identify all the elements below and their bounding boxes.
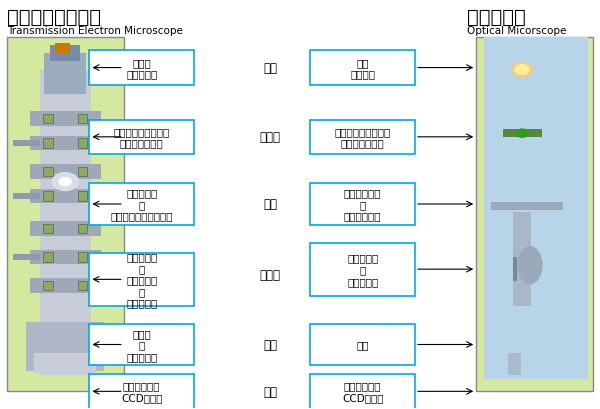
Text: 対物レンズ
＋
接眼レンズ: 対物レンズ ＋ 接眼レンズ [347, 253, 379, 286]
FancyBboxPatch shape [89, 120, 194, 155]
Bar [78, 252, 88, 262]
Bar [13, 254, 40, 261]
FancyBboxPatch shape [30, 136, 101, 151]
Bar [43, 139, 53, 148]
FancyBboxPatch shape [44, 54, 86, 95]
FancyBboxPatch shape [310, 51, 415, 85]
FancyBboxPatch shape [476, 38, 593, 391]
Text: 結像系: 結像系 [260, 268, 281, 281]
Bar [43, 281, 53, 291]
Bar [43, 224, 53, 234]
Text: 記録: 記録 [263, 385, 277, 398]
Bar [491, 202, 563, 211]
Text: 試料: 試料 [263, 198, 277, 211]
Text: 蛍光版
＋
拡大ルーペ: 蛍光版 ＋ 拡大ルーペ [126, 328, 157, 361]
Bar [78, 115, 88, 124]
Text: 照射系: 照射系 [260, 131, 281, 144]
Circle shape [52, 173, 79, 191]
Text: Transmission Electron Microscope: Transmission Electron Microscope [7, 26, 183, 36]
FancyBboxPatch shape [484, 38, 589, 379]
FancyBboxPatch shape [30, 222, 101, 236]
Text: 観察: 観察 [263, 338, 277, 351]
Text: コンデンサーレンズ
（集束レンズ）: コンデンサーレンズ （集束レンズ） [113, 127, 170, 148]
FancyBboxPatch shape [512, 213, 530, 306]
Text: 直視: 直視 [356, 339, 369, 350]
Text: 光学顕微鏡: 光学顕微鏡 [467, 7, 526, 27]
FancyBboxPatch shape [26, 322, 104, 371]
FancyBboxPatch shape [30, 165, 101, 179]
Text: コンデンサーレンズ
（集光レンズ）: コンデンサーレンズ （集光レンズ） [335, 127, 391, 148]
FancyBboxPatch shape [310, 243, 415, 296]
Text: 写真フィルム
CCDカメラ: 写真フィルム CCDカメラ [121, 381, 163, 402]
Bar [78, 281, 88, 291]
FancyBboxPatch shape [30, 250, 101, 265]
Text: 対物レンズ
＋
中間レンズ
＋
投射レンズ: 対物レンズ ＋ 中間レンズ ＋ 投射レンズ [126, 252, 157, 308]
FancyBboxPatch shape [89, 324, 194, 365]
FancyBboxPatch shape [30, 279, 101, 293]
Bar [43, 252, 53, 262]
Circle shape [59, 178, 71, 186]
FancyBboxPatch shape [34, 353, 97, 373]
FancyBboxPatch shape [89, 183, 194, 226]
Text: 透過型電子顕微鏡: 透過型電子顕微鏡 [7, 7, 101, 27]
Circle shape [511, 63, 533, 78]
Circle shape [516, 130, 528, 138]
Bar [78, 139, 88, 148]
Bar [78, 191, 88, 201]
Bar [13, 140, 40, 147]
Text: 試料ホルダ
＋
ゴニオメータステージ: 試料ホルダ ＋ ゴニオメータステージ [110, 188, 173, 221]
FancyBboxPatch shape [512, 257, 517, 282]
Text: 電球
（光源）: 電球 （光源） [350, 58, 375, 79]
Bar [43, 191, 53, 201]
FancyBboxPatch shape [310, 183, 415, 226]
Bar [43, 115, 53, 124]
Ellipse shape [518, 247, 542, 284]
FancyBboxPatch shape [310, 374, 415, 409]
FancyBboxPatch shape [50, 46, 80, 62]
FancyBboxPatch shape [310, 324, 415, 365]
FancyBboxPatch shape [89, 253, 194, 306]
Text: Optical Micorscope: Optical Micorscope [467, 26, 566, 36]
Text: 電子銃
（電子源）: 電子銃 （電子源） [126, 58, 157, 79]
FancyBboxPatch shape [89, 374, 194, 409]
Text: プレパラート
＋
試料ステージ: プレパラート ＋ 試料ステージ [344, 188, 382, 221]
Bar [503, 130, 542, 137]
FancyBboxPatch shape [30, 189, 101, 204]
FancyBboxPatch shape [7, 38, 124, 391]
FancyBboxPatch shape [310, 120, 415, 155]
Bar [43, 167, 53, 177]
Bar [78, 167, 88, 177]
FancyBboxPatch shape [508, 353, 521, 375]
FancyBboxPatch shape [40, 70, 91, 375]
Circle shape [515, 65, 529, 75]
Text: 光源: 光源 [263, 62, 277, 75]
FancyBboxPatch shape [30, 112, 101, 126]
Text: 写真フィルム
CCDカメラ: 写真フィルム CCDカメラ [342, 381, 383, 402]
Bar [55, 44, 70, 54]
Bar [13, 193, 40, 200]
Bar [78, 224, 88, 234]
FancyBboxPatch shape [89, 51, 194, 85]
